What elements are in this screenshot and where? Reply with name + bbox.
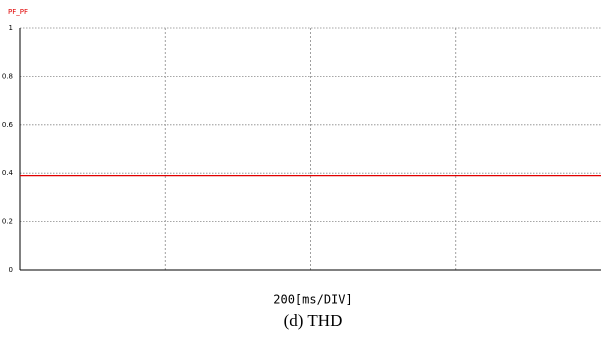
y-tick-label: 0.4 — [2, 169, 14, 177]
legend-entry: PF_PF — [8, 8, 28, 16]
y-tick-label: 0.2 — [2, 218, 13, 226]
caption: (d) THD — [284, 311, 343, 330]
y-tick-label: 0 — [9, 266, 13, 274]
y-tick-label: 0.8 — [2, 72, 13, 80]
x-axis-label: 200[ms/DIV] — [273, 293, 352, 307]
y-tick-label: 0.6 — [2, 121, 14, 129]
y-tick-label: 1 — [9, 24, 13, 32]
